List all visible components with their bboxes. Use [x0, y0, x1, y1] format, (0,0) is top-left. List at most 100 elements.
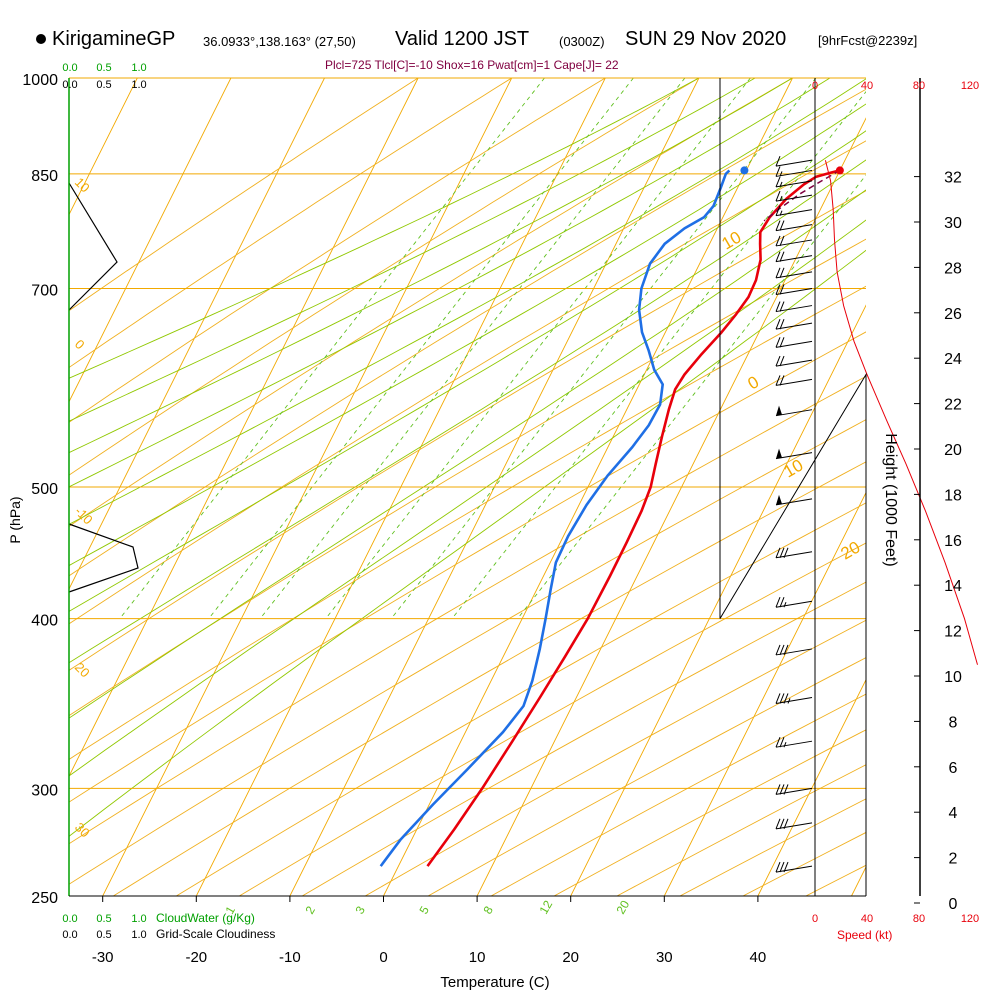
isotherm-label: 20 [72, 660, 93, 681]
wind-barb-flag [779, 337, 785, 348]
moist-adiabat-line [69, 249, 866, 837]
height-tick-label: 24 [944, 351, 962, 368]
height-tick-label: 20 [944, 442, 962, 459]
wind-barb-staff [775, 822, 813, 830]
wind-barb-staff [775, 551, 813, 559]
temperature-line [426, 169, 841, 867]
dry-adiabat-line [69, 285, 866, 760]
height-tick-label: 14 [944, 578, 962, 595]
moist-adiabat-line [69, 78, 793, 454]
wind-barb-flag [783, 547, 789, 558]
wind-barb-flag [775, 547, 781, 558]
top-speed-tick: 40 [861, 80, 873, 92]
height-tick-label: 2 [949, 851, 958, 868]
wind-barb-flag [775, 155, 781, 167]
wind-barb-flag [775, 284, 781, 295]
wind-barb-staff [775, 239, 813, 247]
y-axis-label: P (hPa) [7, 496, 23, 543]
dry-adiabat-line [69, 331, 866, 803]
bottom-cloudiness-tick: 1.0 [131, 929, 146, 941]
surface-temperature-point [835, 166, 844, 175]
wind-barb-flag [779, 547, 785, 558]
wind-barb-staff [775, 600, 813, 608]
temperature-tick-label: 20 [562, 949, 579, 966]
bottom-speed-tick: 0 [812, 913, 818, 925]
height-tick-label: 18 [944, 487, 962, 504]
dry-adiabat-line [301, 581, 866, 896]
wind-barb-flag [775, 784, 781, 795]
bottom-cloudiness-tick: 0.5 [96, 929, 111, 941]
wind-barb-flag [775, 318, 781, 330]
temperature-tick-label: -30 [92, 949, 114, 966]
height-tick-label: 0 [949, 896, 958, 913]
wind-barb-half [779, 195, 783, 202]
pressure-tick-label: 500 [31, 481, 58, 498]
wind-barb-staff [775, 224, 813, 232]
wind-barb-staff [775, 696, 813, 704]
mixing-ratio-label: 3 [352, 903, 368, 916]
height-tick-label: 4 [949, 805, 958, 822]
wind-barb-staff [775, 409, 813, 417]
wind-barb-pennant [776, 448, 782, 459]
moist-adiabat-line [69, 78, 831, 488]
wind-barb-flag [779, 818, 785, 830]
wind-barb-staff [775, 255, 813, 263]
wind-barb-pennant [776, 405, 782, 416]
moist-adiabat-line [69, 103, 866, 567]
wind-barb-half [787, 698, 791, 704]
pressure-tick-label: 300 [31, 782, 58, 799]
wind-barb-flag [775, 355, 781, 367]
cloudiness-label: Grid-Scale Cloudiness [156, 927, 275, 941]
wind-panel-edge [719, 372, 867, 896]
pressure-tick-label: 700 [31, 282, 58, 299]
isotherm-line [851, 865, 866, 896]
mixing-ratio-line [517, 174, 866, 619]
mixing-ratio-label: 12 [536, 898, 555, 917]
moist-adiabat-line [69, 78, 756, 422]
station-dot-icon [36, 34, 46, 44]
dry-adiabat-line [69, 78, 419, 312]
height-tick-label: 28 [944, 260, 962, 277]
temperature-tick-label: -20 [185, 949, 207, 966]
top-speed-tick: 120 [961, 80, 979, 92]
top-speed-tick: 80 [913, 80, 925, 92]
isotherm-label: 0 [72, 337, 88, 353]
wind-barb-flag [783, 861, 789, 873]
valid-time: Valid 1200 JST [395, 28, 530, 50]
mixing-ratio-line [208, 78, 634, 619]
wind-barb-flag [779, 318, 785, 330]
moist-adiabat-line [69, 159, 866, 664]
isotherm-label: -10 [72, 504, 96, 528]
wind-barb-staff [775, 322, 813, 330]
wind-barb-half [779, 181, 783, 188]
wind-barb-flag [775, 267, 781, 279]
wind-barb-staff [775, 194, 813, 202]
speed-label: Speed (kt) [837, 928, 892, 942]
cloudiness-trace-upper [68, 182, 118, 311]
wind-barb-staff [775, 378, 813, 386]
wind-barb-flag [783, 818, 789, 830]
wind-barb-flag [775, 176, 781, 188]
bottom-cloudwater-tick: 0.0 [62, 913, 77, 925]
wind-barb-flag [775, 818, 781, 830]
mixing-ratio-label: 8 [480, 903, 496, 916]
dry-adiabat-line [69, 238, 866, 717]
x-axis-label: Temperature (C) [440, 974, 549, 991]
top-cloudiness-tick: 1.0 [131, 79, 146, 91]
top-cloudwater-tick: 0.5 [96, 62, 111, 74]
dry-adiabat-line [239, 542, 866, 896]
wind-barb-half [783, 602, 787, 608]
wind-barb-flag [779, 251, 785, 262]
mixing-ratio-line [259, 78, 686, 619]
dry-adiabat-line [69, 78, 512, 369]
dry-adiabat-line [69, 140, 866, 625]
bottom-cloudwater-tick: 0.5 [96, 913, 111, 925]
wind-barb-flag [775, 220, 781, 231]
wind-barb-flag [779, 235, 785, 247]
isotherm-line [757, 678, 866, 896]
bottom-speed-tick: 80 [913, 913, 925, 925]
dry-adiabat-line [69, 78, 606, 423]
isotherm-inline-label: 10 [719, 228, 745, 254]
dry-adiabat-line [176, 502, 866, 896]
isotherm-inline-label: 10 [781, 456, 807, 482]
